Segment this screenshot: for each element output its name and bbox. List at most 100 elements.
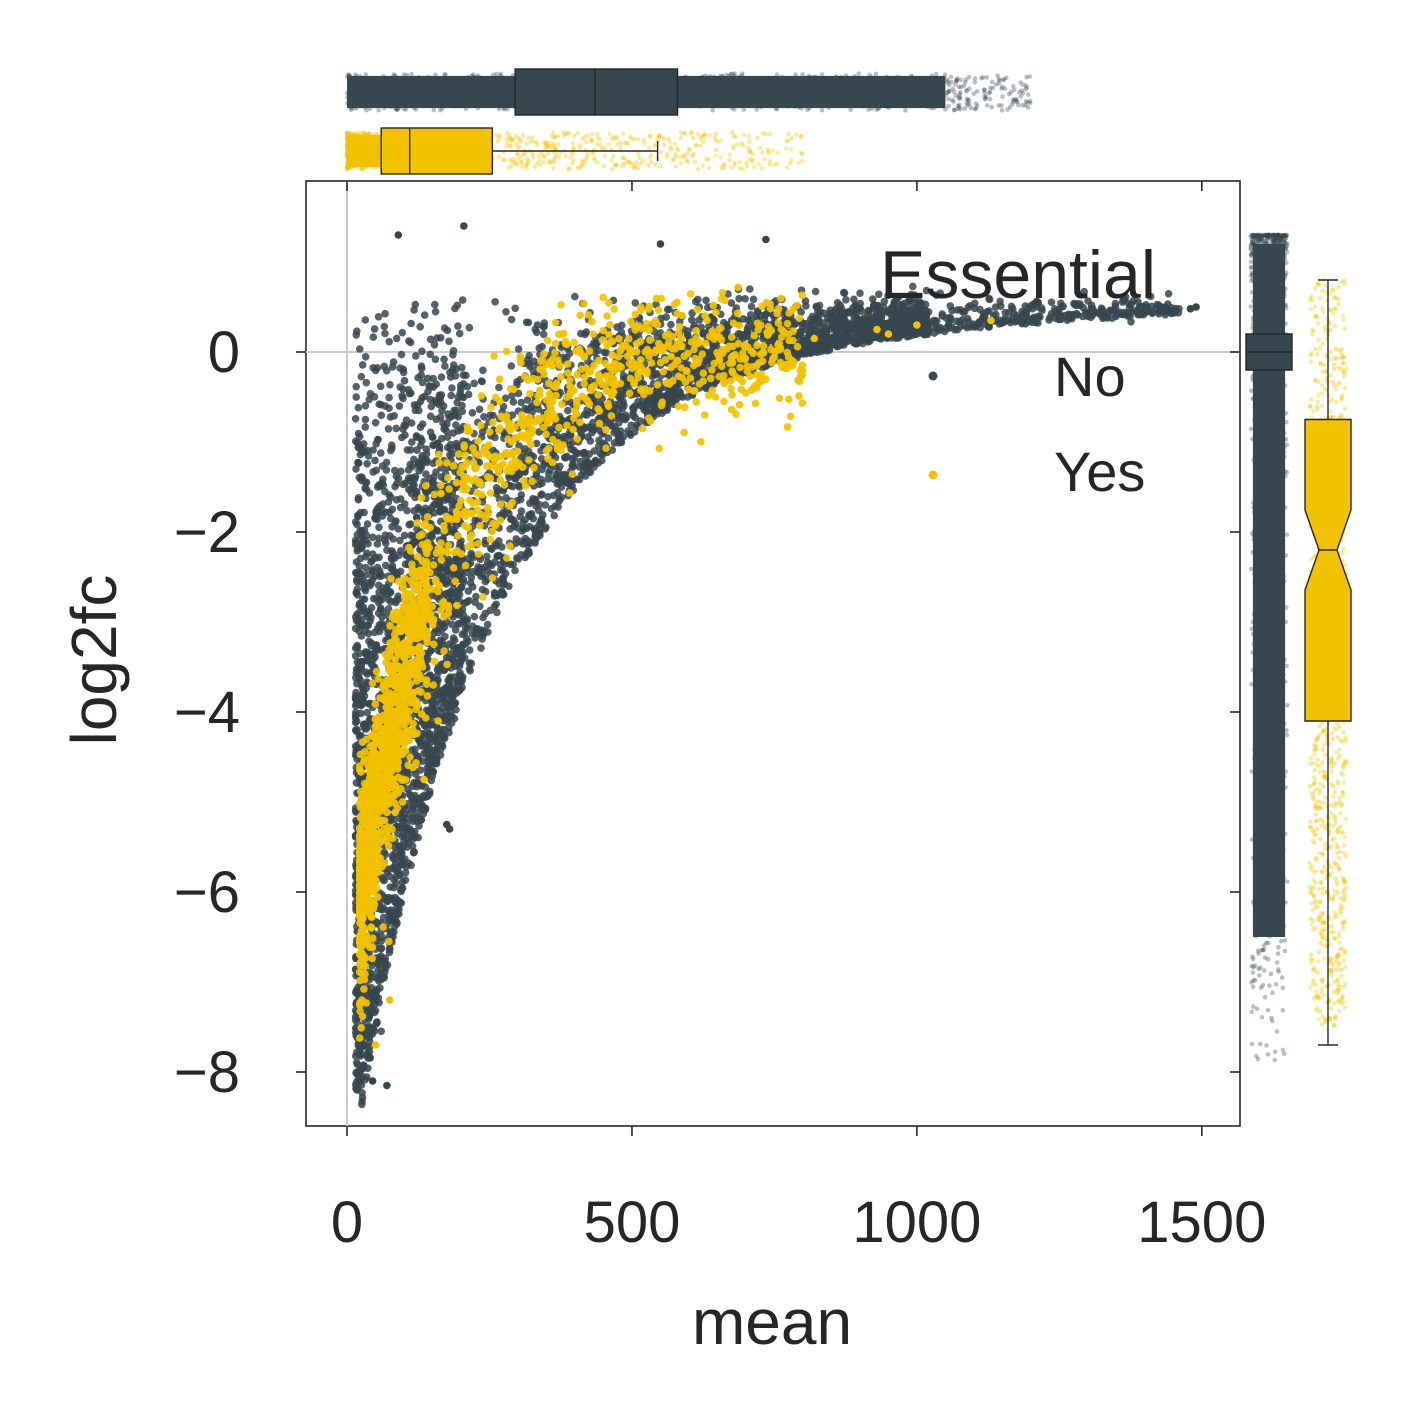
- point-yes: [437, 490, 445, 498]
- point-no: [352, 719, 360, 727]
- point-no: [377, 1028, 385, 1036]
- point-no: [418, 348, 426, 356]
- point-no: [407, 532, 415, 540]
- point-no: [435, 400, 443, 408]
- point-no: [352, 689, 360, 697]
- point-no: [375, 313, 383, 321]
- point-no: [418, 795, 426, 803]
- point-no: [412, 301, 420, 309]
- point-no: [372, 641, 380, 649]
- point-no: [371, 325, 379, 333]
- point-no: [865, 334, 873, 342]
- point-no: [383, 897, 391, 905]
- point-no: [506, 525, 514, 533]
- point-no: [531, 497, 539, 505]
- point-no: [745, 323, 753, 331]
- point-no: [431, 301, 439, 309]
- point-no: [461, 629, 469, 637]
- point-no: [447, 441, 455, 449]
- point-no: [533, 329, 541, 337]
- point-no: [394, 910, 402, 918]
- point-no: [856, 304, 864, 312]
- point-no: [373, 467, 381, 475]
- point-no: [379, 608, 387, 616]
- point-no: [386, 946, 394, 954]
- point-no: [477, 644, 485, 652]
- point-no: [410, 849, 418, 857]
- point-no: [590, 426, 598, 434]
- point-no: [424, 656, 432, 664]
- point-no: [391, 483, 399, 491]
- point-no: [790, 321, 798, 329]
- point-no: [1007, 319, 1015, 327]
- point-no: [476, 406, 484, 414]
- point-no: [538, 516, 546, 524]
- point-no: [1033, 314, 1041, 322]
- point-no: [492, 601, 500, 609]
- point-no: [460, 222, 468, 230]
- point-no: [438, 704, 446, 712]
- point-no: [1162, 303, 1170, 311]
- point-no: [409, 817, 417, 825]
- point-no: [451, 715, 459, 723]
- point-yes: [487, 536, 495, 544]
- point-no: [931, 329, 939, 337]
- point-no: [372, 419, 380, 427]
- point-no: [469, 409, 477, 417]
- point-no: [480, 413, 488, 421]
- point-no: [374, 364, 382, 372]
- point-no: [871, 303, 879, 311]
- point-no: [352, 625, 360, 633]
- point-no: [478, 378, 486, 386]
- point-no: [508, 362, 516, 370]
- point-no: [353, 642, 361, 650]
- point-no: [421, 311, 429, 319]
- point-no: [511, 305, 519, 313]
- point-no: [393, 335, 401, 343]
- point-no: [407, 320, 415, 328]
- point-no: [460, 394, 468, 402]
- point-no: [381, 962, 389, 970]
- point-no: [360, 1061, 368, 1069]
- point-no: [447, 392, 455, 400]
- point-no: [396, 537, 404, 545]
- point-no: [385, 425, 393, 433]
- point-no: [923, 329, 931, 337]
- point-no: [391, 849, 399, 857]
- point-no: [432, 380, 440, 388]
- point-no: [554, 489, 562, 497]
- point-no: [438, 373, 446, 381]
- point-no: [616, 394, 624, 402]
- point-no: [502, 308, 510, 316]
- point-no: [450, 347, 458, 355]
- point-no: [354, 585, 362, 593]
- point-no: [385, 394, 393, 402]
- point-no: [670, 393, 678, 401]
- point-no: [367, 390, 375, 398]
- point-no: [561, 471, 569, 479]
- point-no: [361, 595, 369, 603]
- point-no: [631, 428, 639, 436]
- point-no: [408, 438, 416, 446]
- point-no: [360, 509, 368, 517]
- point-no: [514, 524, 522, 532]
- point-no: [445, 338, 453, 346]
- point-no: [853, 340, 861, 348]
- point-no: [433, 440, 441, 448]
- point-no: [976, 324, 984, 332]
- point-no: [353, 327, 361, 335]
- point-no: [371, 457, 379, 465]
- point-yes: [517, 353, 525, 361]
- point-no: [510, 517, 518, 525]
- point-no: [406, 390, 414, 398]
- point-no: [454, 302, 462, 310]
- point-no: [379, 584, 387, 592]
- point-no: [352, 465, 360, 473]
- point-no: [477, 564, 485, 572]
- point-no: [464, 383, 472, 391]
- point-no: [512, 535, 520, 543]
- point-no: [353, 570, 361, 578]
- point-no: [395, 231, 403, 239]
